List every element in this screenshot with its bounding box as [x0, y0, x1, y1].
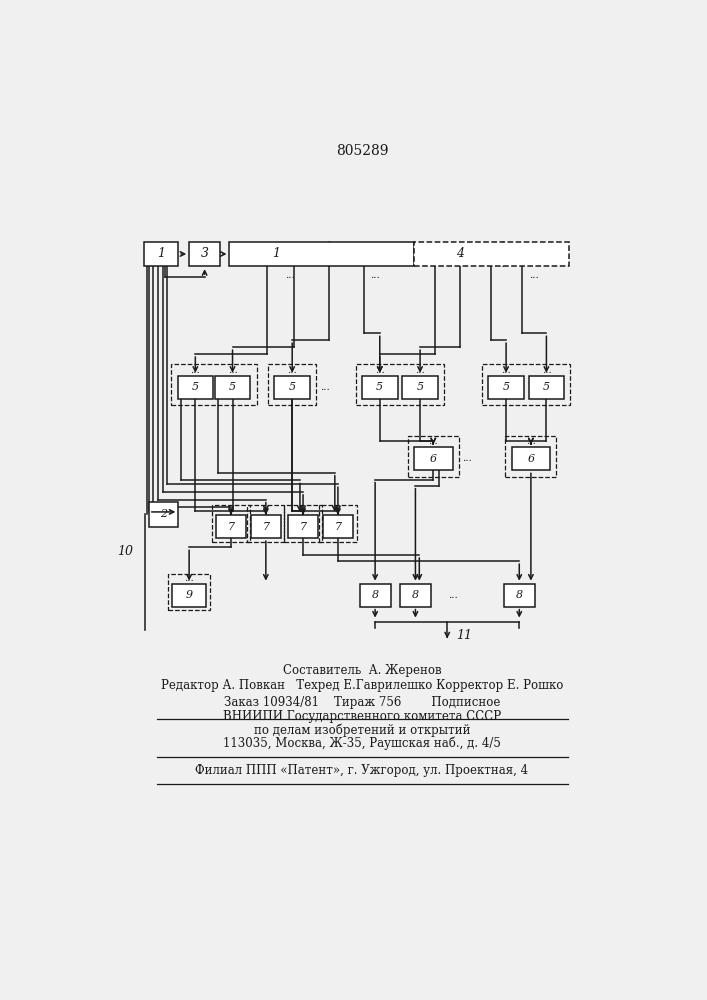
Text: Заказ 10934/81    Тираж 756        Подписное: Заказ 10934/81 Тираж 756 Подписное [223, 696, 500, 709]
Text: 5: 5 [503, 382, 510, 392]
Text: ...: ... [228, 366, 238, 375]
Bar [284, 505, 322, 542]
Text: 7: 7 [228, 522, 235, 532]
Bar [268, 364, 316, 405]
Text: 7: 7 [300, 522, 307, 532]
Text: ...: ... [190, 366, 200, 375]
Text: по делам изобретений и открытий: по делам изобретений и открытий [254, 724, 470, 737]
Text: 11: 11 [457, 629, 472, 642]
Text: ...: ... [375, 366, 385, 375]
Text: ...: ... [542, 366, 551, 375]
Text: ВНИИПИ Государственного комитета СССР: ВНИИПИ Государственного комитета СССР [223, 710, 501, 723]
Text: 8: 8 [515, 590, 523, 600]
Text: 5: 5 [376, 382, 383, 392]
Text: ...: ... [287, 366, 297, 375]
Text: 6: 6 [527, 454, 534, 464]
Text: 10: 10 [117, 545, 134, 558]
Text: 5: 5 [416, 382, 423, 392]
Text: ...: ... [285, 271, 295, 280]
Bar [356, 364, 444, 405]
Bar [274, 376, 310, 399]
Text: 8: 8 [412, 590, 419, 600]
Text: 805289: 805289 [336, 144, 388, 158]
Text: 7: 7 [262, 522, 269, 532]
Text: Составитель  А. Жеренов: Составитель А. Жеренов [283, 664, 441, 677]
Bar [189, 242, 220, 266]
Text: 5: 5 [229, 382, 236, 392]
Bar [177, 376, 213, 399]
Text: ...: ... [529, 271, 539, 280]
Text: Филиал ППП «Патент», г. Ужгород, ул. Проектная, 4: Филиал ППП «Патент», г. Ужгород, ул. Про… [195, 764, 529, 777]
Text: ...: ... [370, 271, 380, 280]
Bar [168, 574, 210, 610]
Text: ...: ... [415, 366, 425, 375]
Text: 3: 3 [201, 247, 209, 260]
Text: 5: 5 [288, 382, 296, 392]
Bar [144, 242, 178, 266]
Bar [230, 242, 414, 266]
Text: ...: ... [185, 574, 194, 583]
Bar [171, 364, 257, 405]
Bar [215, 376, 250, 399]
Bar [414, 242, 569, 266]
Text: 7: 7 [334, 522, 341, 532]
Bar [506, 436, 556, 477]
Bar [529, 376, 564, 399]
Bar [408, 436, 459, 477]
Bar [360, 584, 391, 607]
Text: ...: ... [526, 437, 536, 446]
Text: ...: ... [462, 454, 472, 463]
Bar [489, 376, 524, 399]
Text: 5: 5 [192, 382, 199, 392]
Bar [212, 505, 250, 542]
Bar [247, 505, 284, 542]
Bar [512, 447, 550, 470]
Bar [362, 376, 397, 399]
Text: 9: 9 [185, 590, 193, 600]
Bar [504, 584, 534, 607]
Bar [216, 515, 246, 538]
Bar [172, 584, 206, 607]
Text: Редактор А. Повкан   Техред Е.Гаврилешко Корректор Е. Рошко: Редактор А. Повкан Техред Е.Гаврилешко К… [160, 679, 563, 692]
Bar [320, 505, 356, 542]
Bar [402, 376, 438, 399]
Bar [482, 364, 571, 405]
Text: 113035, Москва, Ж-35, Раушская наб., д. 4/5: 113035, Москва, Ж-35, Раушская наб., д. … [223, 737, 501, 750]
Bar [400, 584, 431, 607]
Text: 1: 1 [272, 247, 280, 260]
Text: 8: 8 [372, 590, 379, 600]
Bar [323, 515, 353, 538]
Bar [414, 447, 452, 470]
Text: 1: 1 [157, 247, 165, 260]
Bar [149, 502, 178, 527]
Text: ...: ... [501, 366, 511, 375]
Bar [288, 515, 317, 538]
Text: ...: ... [428, 437, 438, 446]
Text: ...: ... [448, 591, 457, 600]
Bar [251, 515, 281, 538]
Text: 2: 2 [160, 509, 167, 519]
Text: 6: 6 [430, 454, 437, 464]
Text: 5: 5 [543, 382, 550, 392]
Text: ...: ... [320, 383, 329, 392]
Text: 4: 4 [457, 247, 464, 260]
